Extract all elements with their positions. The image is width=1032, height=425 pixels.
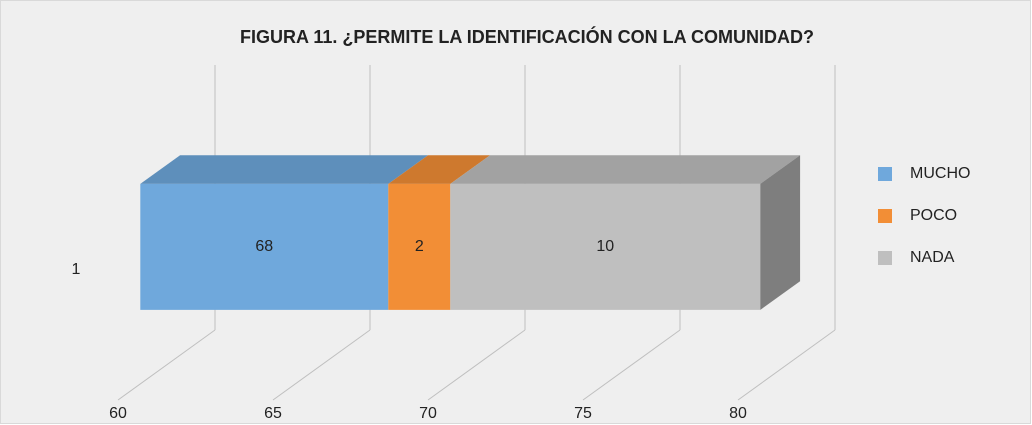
bar-top — [388, 155, 491, 184]
grid-line — [272, 329, 371, 401]
bar — [450, 183, 761, 310]
bar-top — [450, 155, 801, 184]
x-tick-label: 75 — [574, 405, 592, 422]
grid-line — [582, 329, 681, 401]
bar-side — [760, 155, 801, 310]
bar-top — [140, 155, 429, 184]
y-tick-label: 1 — [72, 261, 81, 278]
legend-swatch — [878, 209, 892, 223]
grid-line — [117, 329, 216, 401]
bar — [388, 183, 451, 310]
x-tick-label: 60 — [109, 405, 127, 422]
legend-swatch — [878, 167, 892, 181]
data-label: 68 — [255, 238, 273, 255]
grid-line — [427, 329, 526, 401]
x-tick-label: 65 — [264, 405, 282, 422]
legend-label: NADA — [910, 249, 955, 266]
legend-label: POCO — [910, 207, 957, 224]
data-label: 2 — [415, 238, 424, 255]
bar — [140, 183, 389, 310]
grid-line — [737, 329, 836, 401]
data-label: 10 — [596, 238, 614, 255]
x-tick-label: 70 — [419, 405, 437, 422]
legend-label: MUCHO — [910, 165, 970, 182]
x-tick-label: 80 — [729, 405, 747, 422]
legend-swatch — [878, 251, 892, 265]
chart-title: FIGURA 11. ¿PERMITE LA IDENTIFICACIÓN CO… — [240, 26, 814, 47]
